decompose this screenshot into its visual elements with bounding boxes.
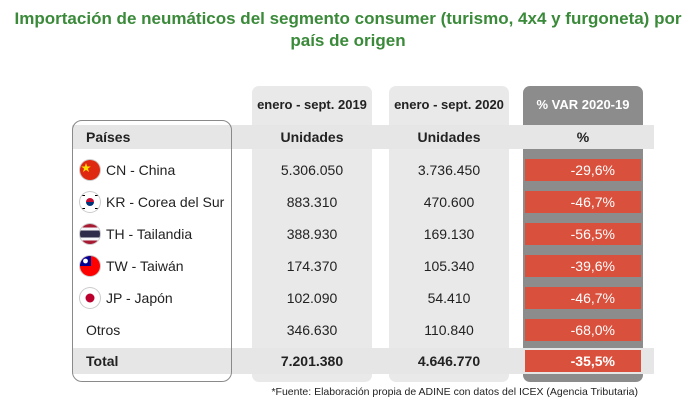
china-flag-icon <box>80 160 100 180</box>
value-2019: 346.630 <box>286 322 338 338</box>
table-row-label: JP - Japón <box>72 287 173 309</box>
value-2020: 54.410 <box>427 290 471 306</box>
country-name: TW - Taiwán <box>106 258 184 274</box>
table-row-label: TW - Taiwán <box>72 255 184 277</box>
group-header-var: % VAR 2020-19 <box>536 96 630 112</box>
value-var: -46,7% <box>525 191 641 213</box>
header-paises: Países <box>86 129 131 145</box>
header-band <box>72 125 654 149</box>
value-2019: 883.310 <box>286 194 338 210</box>
value-2019: 388.930 <box>286 226 338 242</box>
country-name: CN - China <box>106 162 176 178</box>
value-2019: 102.090 <box>286 290 338 306</box>
header-percent: % <box>576 129 590 145</box>
country-name: TH - Tailandia <box>106 226 193 242</box>
value-2020: 470.600 <box>423 194 475 210</box>
value-2020: 105.340 <box>423 258 475 274</box>
total-2020: 4.646.770 <box>417 353 481 369</box>
value-2019: 5.306.050 <box>280 162 344 178</box>
value-2019: 174.370 <box>286 258 338 274</box>
header-unidades-2020: Unidades <box>417 129 481 145</box>
south-korea-flag-icon <box>80 192 100 212</box>
group-header-2020: enero - sept. 2020 <box>394 96 504 112</box>
group-header-2019: enero - sept. 2019 <box>257 96 367 112</box>
value-var: -46,7% <box>525 287 641 309</box>
value-var: -39,6% <box>525 255 641 277</box>
thailand-flag-icon <box>80 224 100 244</box>
total-2019: 7.201.380 <box>280 353 344 369</box>
value-var: -56,5% <box>525 223 641 245</box>
taiwan-flag-icon <box>80 256 100 276</box>
table-row-label: KR - Corea del Sur <box>72 191 224 213</box>
country-name: KR - Corea del Sur <box>106 194 225 210</box>
paises-column-frame <box>72 120 232 382</box>
value-2020: 169.130 <box>423 226 475 242</box>
header-unidades-2019: Unidades <box>280 129 344 145</box>
table-row-label: Otros <box>86 319 120 341</box>
table-row-label: CN - China <box>72 159 175 181</box>
source-footnote: *Fuente: Elaboración propia de ADINE con… <box>271 386 638 398</box>
value-2020: 3.736.450 <box>417 162 481 178</box>
value-2020: 110.840 <box>424 322 474 338</box>
total-var: -35,5% <box>525 350 641 372</box>
japan-flag-icon <box>80 288 100 308</box>
chart-title: Importación de neumáticos del segmento c… <box>14 9 682 50</box>
value-var: -29,6% <box>525 159 641 181</box>
country-name: JP - Japón <box>106 290 173 306</box>
table-row-label: TH - Tailandia <box>72 223 192 245</box>
country-name: Otros <box>86 322 121 338</box>
value-var: -68,0% <box>525 319 641 341</box>
total-label: Total <box>86 353 119 369</box>
